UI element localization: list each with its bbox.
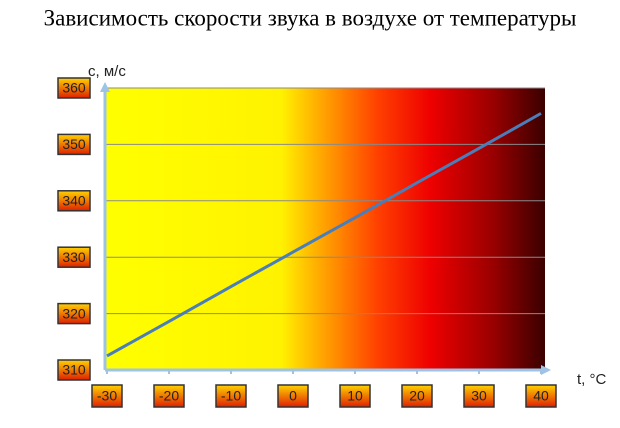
x-tick-box xyxy=(339,384,371,408)
y-tick-label: 310 xyxy=(62,362,86,378)
y-tick-label: 330 xyxy=(62,249,86,265)
y-axis-label: c, м/с xyxy=(88,63,126,80)
x-tick-label: 20 xyxy=(409,388,425,404)
data-line xyxy=(106,112,542,358)
chart-title: Зависимость скорости звука в воздухе от … xyxy=(44,5,577,30)
plot-area xyxy=(105,88,545,370)
y-tick-label: 350 xyxy=(62,136,86,152)
x-tick-box xyxy=(91,384,123,408)
x-tick-box xyxy=(525,384,557,408)
x-tick-label: -10 xyxy=(221,388,241,404)
x-axis-arrow xyxy=(541,365,551,375)
x-tick-label: -20 xyxy=(159,388,179,404)
y-tick-box xyxy=(57,133,91,156)
x-tick-box xyxy=(401,384,433,408)
y-axis-arrow xyxy=(100,82,110,92)
x-tick-label: 40 xyxy=(533,388,549,404)
x-tick-box xyxy=(153,384,185,408)
y-tick-box xyxy=(57,246,91,268)
y-tick-box xyxy=(57,77,91,99)
x-tick-box xyxy=(463,384,495,408)
y-tick-box xyxy=(57,302,91,325)
x-tick-label: 30 xyxy=(471,388,487,404)
y-tick-label: 360 xyxy=(62,80,86,96)
x-tick-label: 0 xyxy=(289,388,297,404)
x-axis-label: t, °C xyxy=(577,371,607,388)
y-tick-label: 340 xyxy=(62,193,86,209)
y-tick-box xyxy=(57,359,91,381)
x-tick-label: -30 xyxy=(97,388,117,404)
x-tick-label: 10 xyxy=(347,388,363,404)
x-tick-box xyxy=(215,384,247,408)
y-tick-label: 320 xyxy=(62,305,86,321)
y-tick-box xyxy=(57,190,91,212)
x-tick-box xyxy=(277,384,309,408)
